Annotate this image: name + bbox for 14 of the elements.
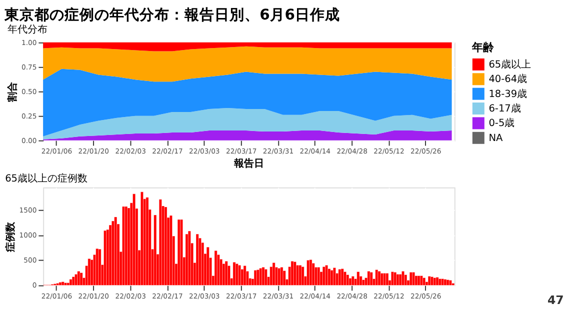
x-axis-title: 報告日 [233, 157, 264, 170]
legend-label: 40-64歳 [488, 73, 528, 86]
legend-label: 65歳以上 [488, 58, 532, 70]
text: 47 [547, 292, 564, 307]
y-axis-title: 症例数 [4, 220, 16, 253]
legend-label: 0-5歳 [488, 117, 515, 130]
chart-title: 東京都の症例の年代分布：報告日別、6月6日作成 [4, 5, 340, 24]
legend-label: 6-17歳 [488, 102, 521, 114]
legend-label: NA [488, 132, 504, 144]
y-axis-title: 割合 [6, 80, 19, 103]
chart-title: 65歳以上の症例数 [5, 172, 88, 184]
legend-label: 18-39歳 [488, 88, 528, 100]
chart-subtitle: 年代分布 [7, 24, 48, 36]
legend-title: 年齢 [471, 41, 496, 54]
